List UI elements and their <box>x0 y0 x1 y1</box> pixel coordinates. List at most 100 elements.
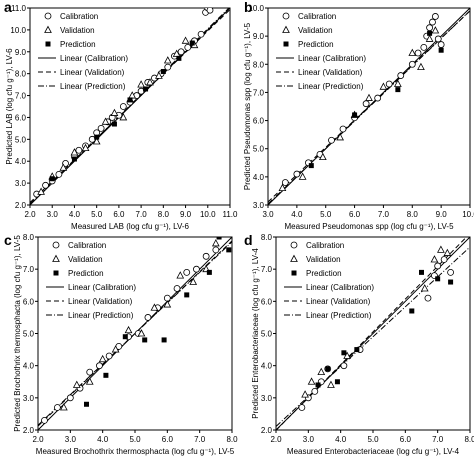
y-tick-label: 7.0 <box>261 265 273 274</box>
prediction-point <box>127 97 133 103</box>
y-tick-label: 2.0 <box>15 201 27 210</box>
legend-entry: Validation <box>68 255 103 264</box>
prediction-point <box>94 134 100 140</box>
x-tick-label: 3.0 <box>47 210 59 219</box>
panel-label: b <box>244 0 253 15</box>
prediction-point <box>160 68 166 74</box>
x-tick-label: 5.0 <box>129 435 141 444</box>
validation-point <box>137 80 145 88</box>
calibration-point <box>311 387 319 395</box>
y-tick-label: 4.0 <box>261 362 273 371</box>
prediction-point <box>435 276 441 282</box>
calibration-point <box>212 246 220 254</box>
calibration-point <box>437 41 445 48</box>
validation-point <box>163 56 172 64</box>
calibration-point <box>431 13 439 20</box>
x-tick-label: 3.0 <box>303 435 315 444</box>
y-axis-label: Predicted Pseudomonas spp (log cfu g⁻¹),… <box>243 22 252 190</box>
validation-point <box>301 390 309 398</box>
validation-point <box>437 245 445 253</box>
panel-a: a 2.0 3.0 4.0 5.0 6.0 7.0 8.0 9.0 10.0 11.0 2.0 3.0 4… <box>4 0 238 231</box>
calibration-point <box>434 35 442 43</box>
prediction-point <box>308 163 314 169</box>
calibration-point <box>42 181 49 189</box>
prediction-point <box>354 347 360 353</box>
legend-entry: Prediction <box>60 40 96 49</box>
calibration-point <box>293 170 301 178</box>
legend-marker-open-circle <box>44 12 52 20</box>
y-tick-label: 3.0 <box>23 394 35 403</box>
legend-entry: Linear (Validation) <box>306 297 371 306</box>
legend-marker-filled-square <box>291 270 297 276</box>
calibration-point <box>97 124 105 132</box>
x-tick-label: 7.0 <box>136 210 148 219</box>
fit-line-dash-dot <box>268 10 470 205</box>
calibration-point <box>193 265 200 273</box>
calibration-point <box>420 44 428 51</box>
plot-frame <box>29 7 231 206</box>
legend-entry: Calibration <box>60 12 98 21</box>
legend-entry: Validation <box>306 255 341 264</box>
prediction-point <box>84 401 89 407</box>
y-axis-label: Predicted Enterobacteriaceae (log cfu g⁻… <box>251 248 260 419</box>
calibration-point <box>55 170 63 178</box>
legend-entry: Linear (Calibration) <box>306 283 374 292</box>
x-tick-label: 6.0 <box>162 435 174 444</box>
panel-label: a <box>4 0 12 15</box>
x-tick-label: 7.0 <box>194 435 206 444</box>
legend-validation-swatch <box>44 25 52 33</box>
x-tick-label: 2.0 <box>270 435 282 444</box>
legend-calibration-swatch <box>44 12 52 20</box>
validation-point <box>443 248 452 256</box>
y-tick-label: 6.0 <box>261 297 273 306</box>
x-tick-label: 6.0 <box>349 210 361 219</box>
x-axis-label: Measured Pseudomonas spp (log cfu g⁻¹), … <box>284 222 454 231</box>
prediction-point <box>334 379 340 385</box>
validation-point <box>70 148 79 156</box>
validation-point <box>181 36 190 44</box>
calibration-point <box>424 294 432 302</box>
validation-point <box>327 380 335 388</box>
legend-prediction-swatch <box>45 41 51 47</box>
validation-point <box>417 62 425 70</box>
legend-calibration-swatch <box>290 241 298 249</box>
validation-point <box>365 93 373 101</box>
prediction-point <box>226 247 232 253</box>
validation-point <box>393 79 402 87</box>
prediction-point <box>122 334 128 340</box>
validation-point <box>60 403 68 411</box>
validation-point <box>318 152 327 161</box>
prediction-point <box>103 372 109 378</box>
y-tick-label: 7.0 <box>253 88 265 97</box>
calibration-point <box>119 103 127 110</box>
legend-entry: Linear (Prediction) <box>68 311 134 320</box>
legend-entry: Calibration <box>306 241 344 250</box>
prediction-point <box>206 269 212 275</box>
x-tick-label: 7.0 <box>378 210 390 219</box>
y-tick-label: 5.0 <box>253 145 265 154</box>
validation-point <box>59 163 68 171</box>
prediction-point <box>409 308 415 314</box>
legend-entry: Linear (Validation) <box>298 68 363 77</box>
x-tick-label: 6.0 <box>400 435 412 444</box>
validation-point <box>298 172 307 180</box>
legend-marker-open-circle <box>282 12 290 20</box>
prediction-point <box>111 121 117 127</box>
x-tick-label: 2.0 <box>32 435 44 444</box>
x-tick-label: 7.0 <box>432 435 444 444</box>
y-axis-label: Predicted Brochothrix thermosphacta (log… <box>13 235 22 432</box>
y-tick-label: 4.0 <box>15 157 27 166</box>
panel-b: b 3.0 4.0 5.0 6.0 7.0 8.0 9.0 10.0 3.0 4.0 5.0 6.0 7.… <box>243 0 474 231</box>
x-tick-label: 8.0 <box>226 435 238 444</box>
x-tick-label: 11.0 <box>223 210 239 219</box>
calibration-point <box>66 394 74 402</box>
panel-label: c <box>4 232 12 248</box>
validation-point <box>85 377 94 385</box>
legend-entry: Linear (Prediction) <box>306 311 372 320</box>
legend-validation-swatch <box>52 254 60 262</box>
y-tick-label: 10.0 <box>10 26 26 35</box>
prediction-point <box>49 176 55 182</box>
legend-calibration-swatch <box>282 12 290 20</box>
prediction-point <box>427 30 433 36</box>
calibration-point <box>96 362 103 370</box>
